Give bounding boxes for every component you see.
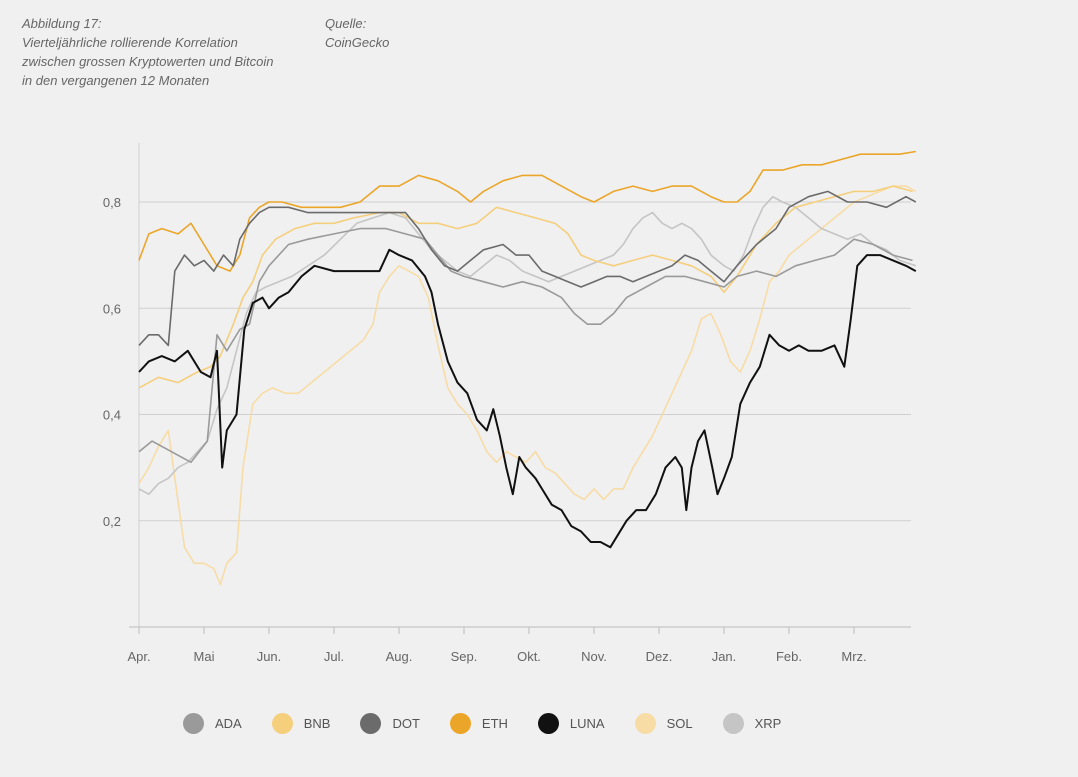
- x-tick-label: Jan.: [712, 649, 737, 664]
- x-tick-label: Apr.: [127, 649, 150, 664]
- legend-item-luna: LUNA: [537, 713, 605, 734]
- legend-item-eth: ETH: [449, 713, 508, 734]
- x-tick-label: Dez.: [646, 649, 673, 664]
- y-tick-label: 0,4: [103, 408, 121, 423]
- x-tick-label: Jun.: [257, 649, 282, 664]
- chart-title-line-3: in den vergangenen 12 Monaten: [22, 73, 210, 88]
- series-line-luna: [138, 248, 917, 549]
- legend-label: ETH: [481, 716, 508, 731]
- series-lines: [138, 150, 917, 586]
- y-tick-label: 0,2: [103, 514, 121, 529]
- legend-item-bnb: BNB: [271, 713, 331, 734]
- source-value: CoinGecko: [325, 35, 390, 50]
- x-tick-label: Sep.: [451, 649, 478, 664]
- x-tick-label: Aug.: [386, 649, 413, 664]
- y-tick-label: 0,8: [103, 195, 121, 210]
- chart-title-line-1: Vierteljährliche rollierende Korrelation: [22, 35, 238, 50]
- x-tick-label: Mai: [194, 649, 215, 664]
- legend-label: SOL: [666, 716, 693, 731]
- chart-title-line-2: zwischen grossen Kryptowerten und Bitcoi…: [22, 54, 274, 69]
- series-line-bnb: [138, 185, 913, 389]
- legend-swatch: [537, 713, 559, 734]
- axes: [129, 143, 911, 634]
- legend-item-ada: ADA: [183, 713, 242, 734]
- x-tick-label: Jul.: [324, 649, 344, 664]
- legend-swatch: [634, 713, 656, 734]
- series-line-dot: [138, 190, 917, 347]
- x-tick-label: Nov.: [581, 649, 607, 664]
- figure-label: Abbildung 17:: [22, 16, 102, 31]
- x-tick-label: Feb.: [776, 649, 802, 664]
- series-line-ada: [138, 227, 913, 464]
- tick-labels: 0,2 0,4 0,6 0,8 Apr. Mai Jun. Jul. Aug. Sep. Okt. N…: [103, 195, 867, 664]
- series-line-xrp: [138, 195, 917, 495]
- legend-label: BNB: [303, 716, 331, 731]
- legend-swatch: [183, 713, 204, 734]
- chart-legend: ADA BNB DOT ETH LUNA SOL XRP: [183, 713, 811, 734]
- legend-label: XRP: [754, 716, 782, 731]
- figure-caption: Abbildung 17: Vierteljährliche rollieren…: [22, 14, 312, 90]
- legend-swatch: [360, 713, 382, 734]
- legend-swatch: [722, 713, 744, 734]
- legend-label: LUNA: [569, 716, 605, 731]
- source-label: Quelle:: [325, 16, 367, 31]
- legend-label: DOT: [392, 716, 420, 731]
- legend-label: ADA: [215, 716, 242, 731]
- x-tick-label: Okt.: [517, 649, 541, 664]
- legend-item-xrp: XRP: [722, 713, 782, 734]
- source-caption: Quelle: CoinGecko: [325, 14, 525, 52]
- legend-swatch: [449, 713, 471, 734]
- legend-item-dot: DOT: [360, 713, 420, 734]
- series-line-eth: [138, 150, 916, 272]
- legend-swatch: [271, 713, 293, 734]
- y-tick-label: 0,6: [103, 301, 121, 316]
- x-tick-label: Mrz.: [841, 649, 866, 664]
- correlation-line-chart: 0,2 0,4 0,6 0,8 Apr. Mai Jun. Jul. Aug. Sep. Okt. N…: [103, 143, 917, 664]
- legend-item-sol: SOL: [634, 713, 693, 734]
- series-line-sol: [138, 185, 917, 586]
